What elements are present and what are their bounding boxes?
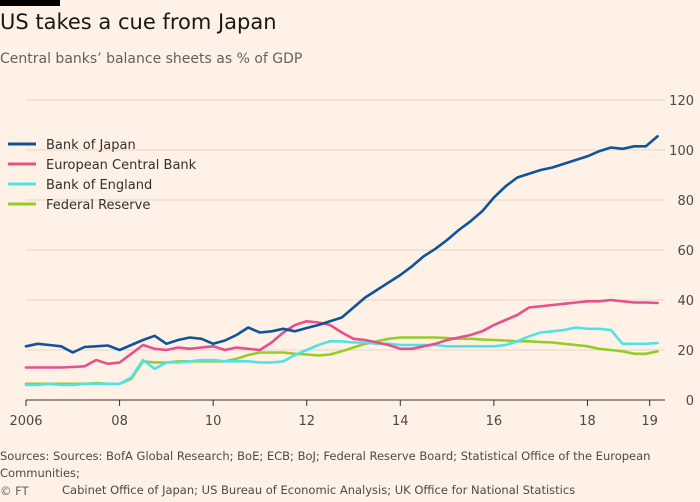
- ft-credit: © FT: [0, 484, 29, 498]
- legend-label: European Central Bank: [46, 158, 197, 173]
- series-line-bank-of-england: [24, 326, 659, 387]
- y-tick-label: 0: [686, 394, 694, 409]
- x-tick-label: 19: [641, 414, 658, 429]
- x-axis: 2006 08 10 12 14 16 18 19: [9, 400, 658, 429]
- legend: Bank of Japan European Central Bank Bank o…: [8, 138, 197, 213]
- x-tick-label: 10: [205, 414, 222, 429]
- chart-title: US takes a cue from Japan: [0, 10, 277, 34]
- ft-brand-bar: [0, 0, 60, 6]
- line-chart: 0 20 40 60 80 100 120 2006 08 10 12 14 16 18 19 Bank …: [8, 94, 694, 429]
- x-tick-label: 18: [579, 414, 596, 429]
- x-tick-label: 2006: [9, 414, 42, 429]
- series-line-european-central-bank: [24, 298, 659, 369]
- x-tick-label: 12: [298, 414, 315, 429]
- source-line-2: Cabinet Office of Japan; US Bureau of Ec…: [62, 483, 576, 497]
- y-tick-label: 20: [677, 344, 694, 359]
- legend-label: Bank of England: [46, 178, 152, 193]
- source-note: Sources: Sources: BofA Global Research; …: [0, 448, 700, 499]
- y-axis-tick-labels: 0 20 40 60 80 100 120: [669, 94, 694, 409]
- y-tick-label: 60: [677, 244, 694, 259]
- x-tick-label: 16: [486, 414, 503, 429]
- gridlines: [26, 99, 665, 401]
- x-tick-label: 14: [392, 414, 409, 429]
- x-tick-label: 08: [111, 414, 128, 429]
- chart-subtitle: Central banks’ balance sheets as % of GD…: [0, 51, 303, 67]
- series-line-bank-of-japan: [24, 135, 659, 354]
- y-tick-label: 100: [669, 144, 694, 159]
- series-lines: [24, 135, 659, 387]
- y-tick-label: 120: [669, 94, 694, 109]
- legend-label: Bank of Japan: [46, 138, 136, 153]
- y-tick-label: 80: [677, 194, 694, 209]
- legend-label: Federal Reserve: [46, 198, 150, 213]
- y-tick-label: 40: [677, 294, 694, 309]
- source-line-1: Sources: Sources: BofA Global Research; …: [0, 449, 651, 480]
